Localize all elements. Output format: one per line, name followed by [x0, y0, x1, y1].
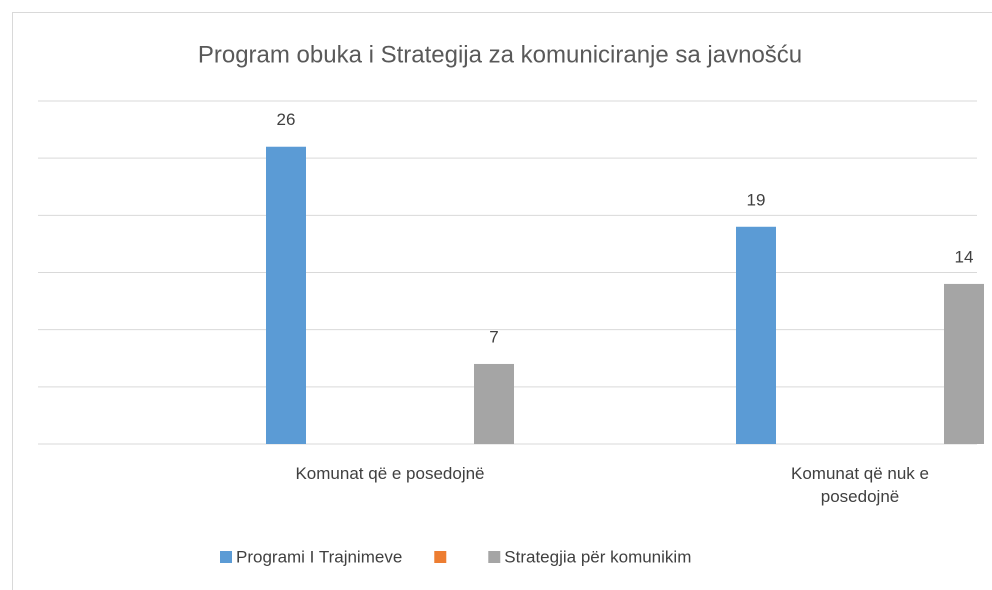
data-label: 14: [955, 247, 974, 266]
legend-swatch: [434, 551, 447, 563]
legend-label: Strategjia për komunikim: [504, 547, 691, 566]
x-tick-label: Komunat që nuk e posedojnë: [791, 464, 929, 506]
data-label: 26: [277, 110, 296, 129]
legend-swatch: [488, 551, 501, 563]
bar: [736, 226, 776, 444]
bar: [474, 363, 514, 444]
x-tick-label: Komunat që e posedojnë: [295, 464, 485, 483]
chart-border: [12, 12, 992, 590]
data-label: 19: [747, 190, 766, 209]
bar: [944, 283, 984, 444]
chart-title: Program obuka i Strategija za komunicira…: [198, 41, 802, 68]
data-label: 7: [489, 327, 498, 346]
legend-swatch: [220, 551, 232, 563]
bar: [266, 146, 306, 444]
legend-label: Programi I Trajnimeve: [236, 547, 402, 566]
